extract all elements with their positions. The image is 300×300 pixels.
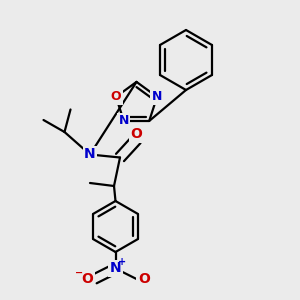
Text: O: O — [111, 90, 121, 103]
Text: N: N — [152, 90, 162, 103]
Text: O: O — [130, 127, 142, 141]
Text: N: N — [84, 148, 96, 161]
Text: N: N — [110, 262, 121, 275]
Text: O: O — [138, 272, 150, 286]
Text: +: + — [118, 257, 126, 267]
Text: −: − — [75, 267, 83, 278]
Text: N: N — [118, 115, 129, 128]
Text: O: O — [81, 272, 93, 286]
